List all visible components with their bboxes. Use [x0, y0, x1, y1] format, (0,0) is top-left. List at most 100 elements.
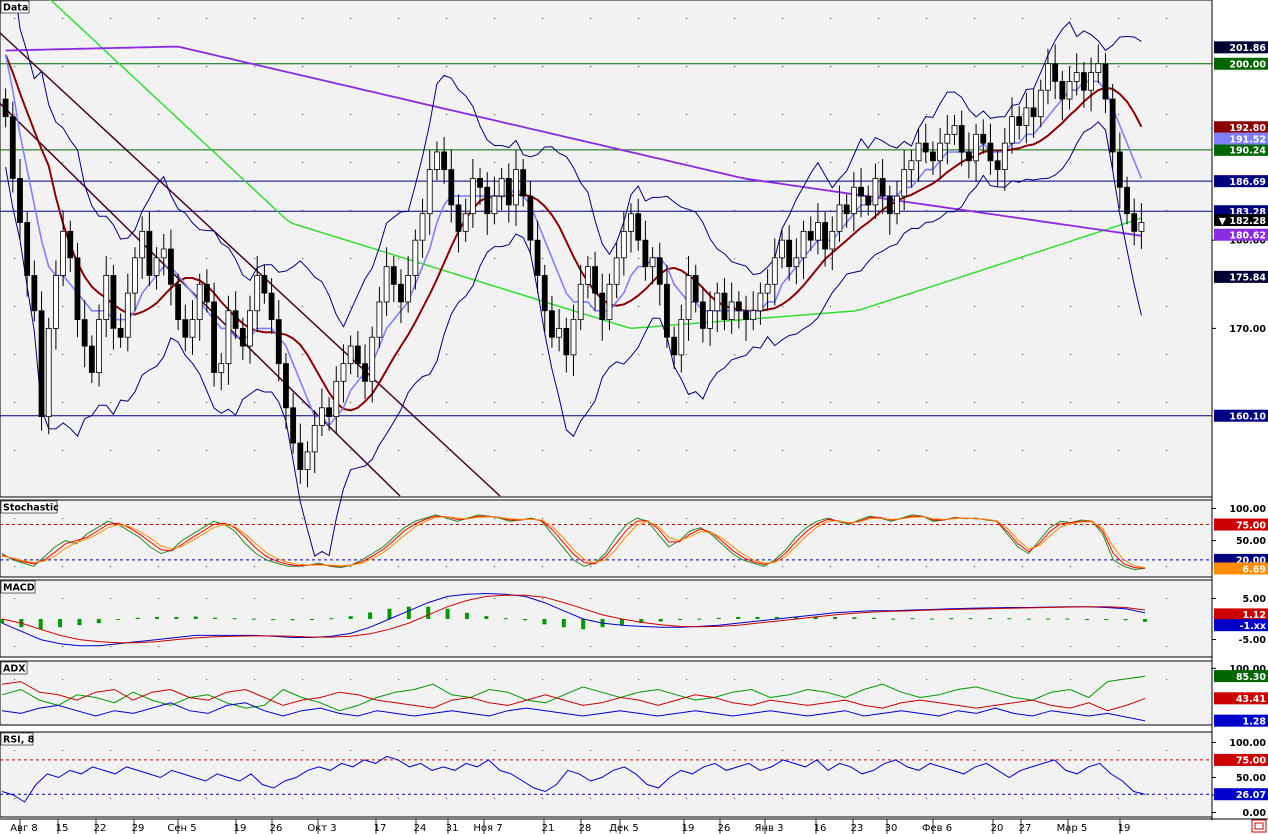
macd-series-line [1, 594, 1146, 644]
candle [671, 336, 678, 356]
level-badge: 183.28 [1229, 207, 1266, 218]
candle [17, 178, 23, 223]
grid-dot [1070, 679, 1072, 681]
macd-hist-bar [329, 618, 334, 620]
candle [419, 213, 426, 241]
macd-hist-bar [1084, 619, 1089, 620]
grid-dot [1166, 354, 1168, 356]
macd-hist-bar [871, 617, 876, 619]
macd-hist-bar [813, 616, 818, 619]
candle [434, 151, 440, 171]
x-axis: Авг 8 15 22 29 Сен 5 19 26 Окт 3 17 24 31 Ноя 7 21 28… [10, 819, 1130, 834]
ma-fast-line [4, 54, 1143, 427]
grid-dot [590, 646, 592, 648]
candle [31, 275, 38, 312]
grid-dot [206, 598, 208, 600]
macd-hist-bar [774, 616, 779, 619]
candle [750, 310, 757, 320]
grid-dot [686, 162, 688, 164]
candle [556, 327, 563, 338]
scroll-right-button[interactable] [1251, 819, 1267, 833]
candle [635, 213, 642, 241]
grid-dot [974, 450, 976, 452]
grid-dot [302, 162, 304, 164]
candle [369, 336, 376, 382]
macd-tick-label: -5.00 [1239, 635, 1267, 646]
grid-dot [350, 66, 352, 68]
grid-dot [1022, 750, 1024, 752]
grid-dot [254, 258, 256, 260]
grid-dot [926, 598, 928, 600]
grid-dot [494, 18, 496, 20]
macd-hist-bar [1104, 619, 1109, 620]
grid-dot [974, 798, 976, 800]
adx-series-line [1, 702, 1146, 722]
grid-dot [878, 402, 880, 404]
grid-dot [926, 646, 928, 648]
candle [88, 345, 95, 373]
grid-dot [686, 354, 688, 356]
price-badge-bg [1214, 41, 1268, 54]
candle [549, 310, 555, 338]
candle [656, 257, 663, 285]
grid-dot [782, 354, 784, 356]
grid-dot [398, 210, 400, 212]
grid-dot [302, 306, 304, 308]
grid-dot [1070, 750, 1072, 752]
grid-dot [686, 450, 688, 452]
grid-dot [782, 679, 784, 681]
candle [1030, 107, 1037, 118]
grid-dot [14, 18, 16, 20]
grid-dot [638, 18, 640, 20]
grid-dot [110, 450, 112, 452]
grid-dot [1022, 679, 1024, 681]
candle [728, 301, 735, 320]
candle [38, 310, 45, 418]
grid-dot [494, 306, 496, 308]
grid-dot [1118, 450, 1120, 452]
grid-dot [638, 750, 640, 752]
grid-dot [398, 162, 400, 164]
grid-dot [350, 646, 352, 648]
grid-dot [350, 798, 352, 800]
grid-dot [1070, 210, 1072, 212]
candle [771, 257, 778, 285]
grid-dot [1118, 798, 1120, 800]
grid-dot [254, 566, 256, 568]
candle [354, 345, 361, 365]
grid-dot [686, 18, 688, 20]
grid-dot [1118, 646, 1120, 648]
grid-dot [974, 162, 976, 164]
grid-dot [1022, 66, 1024, 68]
trendline [0, 32, 501, 497]
grid-dot [542, 646, 544, 648]
grid-dot [638, 66, 640, 68]
stochastic-badge: 75.00 [1236, 520, 1266, 531]
grid-dot [302, 646, 304, 648]
grid-dot [1118, 566, 1120, 568]
macd-hist-bar [581, 619, 586, 630]
grid-dot [446, 450, 448, 452]
adx-panel-title: ADX [3, 664, 26, 675]
adx-series-line [1, 675, 1146, 712]
grid-dot [782, 798, 784, 800]
grid-dot [110, 18, 112, 20]
macd-hist-bar [1065, 618, 1070, 620]
grid-dot [62, 306, 64, 308]
grid-dot [734, 566, 736, 568]
grid-dot [206, 518, 208, 520]
grid-dot [350, 306, 352, 308]
grid-dot [14, 258, 16, 260]
grid-dot [254, 518, 256, 520]
macd-hist-bar [135, 617, 140, 619]
macd-hist-bar [232, 618, 237, 620]
macd-hist-bar [387, 608, 392, 619]
grid-dot [542, 679, 544, 681]
candle [951, 125, 958, 135]
macd-hist-bar [116, 619, 121, 620]
price-badge: 180.62 [1229, 231, 1266, 242]
candle [333, 380, 340, 418]
stochastic-tick-label: 100.00 [1229, 504, 1266, 515]
grid-dot [878, 114, 880, 116]
candle [211, 301, 217, 373]
